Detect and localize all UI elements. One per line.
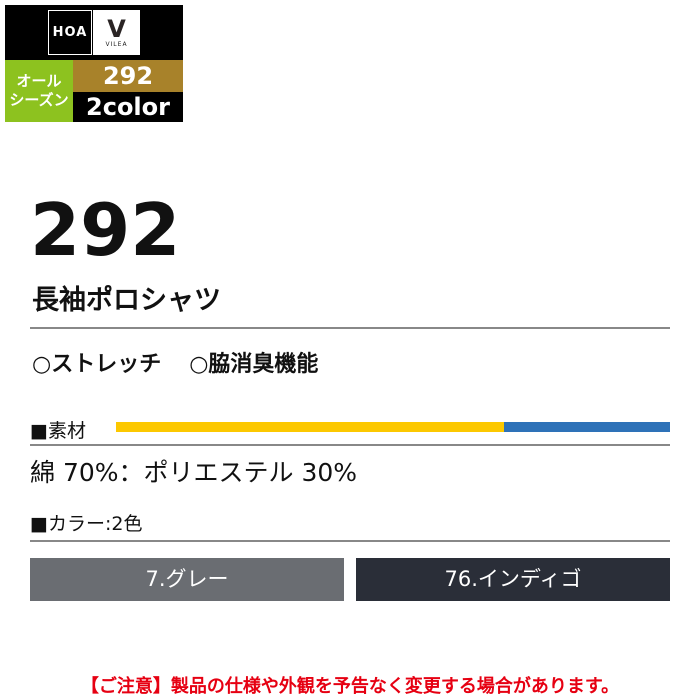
model-badge: 292 [73, 60, 183, 92]
material-bar-cotton [116, 422, 504, 432]
hoa-logo-text: HOA [52, 24, 88, 40]
hoa-logo: HOA [48, 10, 92, 55]
vilea-logo: V VILEA [93, 10, 140, 55]
divider [30, 327, 670, 329]
color-count-badge: 2color [73, 92, 183, 122]
notice-text: 【ご注意】製品の仕様や外観を予告なく変更する場合があります。 [80, 676, 620, 697]
product-name: 長袖ポロシャツ [32, 285, 221, 316]
material-text: 綿 70%：ポリエステル 30% [30, 458, 358, 487]
season-badge: オール シーズン [5, 60, 73, 122]
material-label: ■素材 [30, 420, 86, 442]
color-swatch-gray: 7.グレー [30, 558, 344, 601]
feature-list: ○ストレッチ ○脇消臭機能 [32, 346, 346, 378]
feature-item: ○ストレッチ [32, 352, 162, 377]
season-line2: シーズン [9, 91, 69, 109]
vilea-text: VILEA [105, 41, 128, 48]
feature-item: ○脇消臭機能 [189, 352, 319, 377]
divider [30, 540, 670, 542]
material-bar-polyester [503, 422, 670, 432]
color-swatch-indigo: 76.インディゴ [356, 558, 670, 601]
divider [30, 444, 670, 446]
vilea-mark: V [107, 15, 126, 43]
color-label: ■カラー:2色 [30, 513, 143, 535]
season-line1: オール [16, 72, 62, 90]
product-number: 292 [30, 188, 181, 272]
